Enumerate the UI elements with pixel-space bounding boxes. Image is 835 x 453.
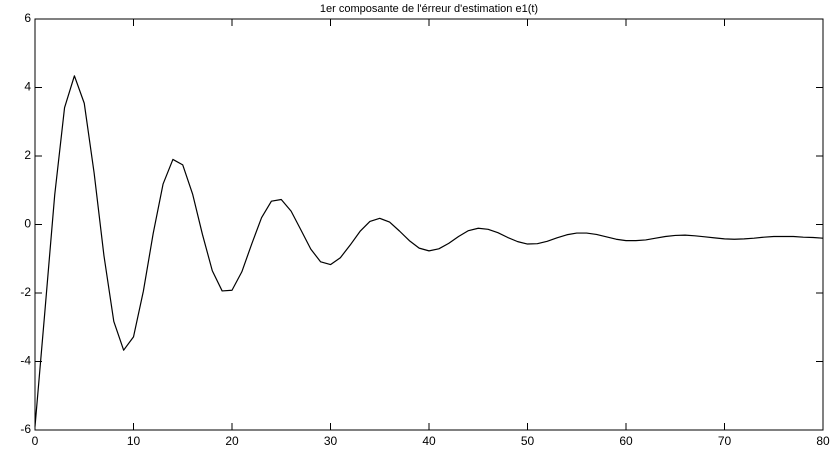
chart-title: 1er composante de l'érreur d'estimation … (320, 3, 538, 15)
y-tick-label: 0 (24, 217, 31, 231)
data-line (34, 75, 824, 427)
x-tick-label: 70 (718, 434, 732, 448)
y-tick-label: 6 (24, 11, 31, 25)
x-tick-label: 30 (324, 434, 338, 448)
y-tick-label: -6 (20, 422, 31, 436)
x-tick-label: 10 (127, 434, 141, 448)
y-tick-label: 2 (24, 148, 31, 162)
y-tick-label: -2 (20, 285, 31, 299)
x-tick-label: 80 (816, 434, 830, 448)
x-tick-label: 50 (521, 434, 535, 448)
y-tick-label: 4 (24, 80, 31, 94)
x-tick-label: 60 (619, 434, 633, 448)
y-tick-label: -4 (20, 354, 31, 368)
x-tick-label: 0 (32, 434, 39, 448)
x-tick-label: 40 (422, 434, 436, 448)
x-tick-label: 20 (225, 434, 239, 448)
